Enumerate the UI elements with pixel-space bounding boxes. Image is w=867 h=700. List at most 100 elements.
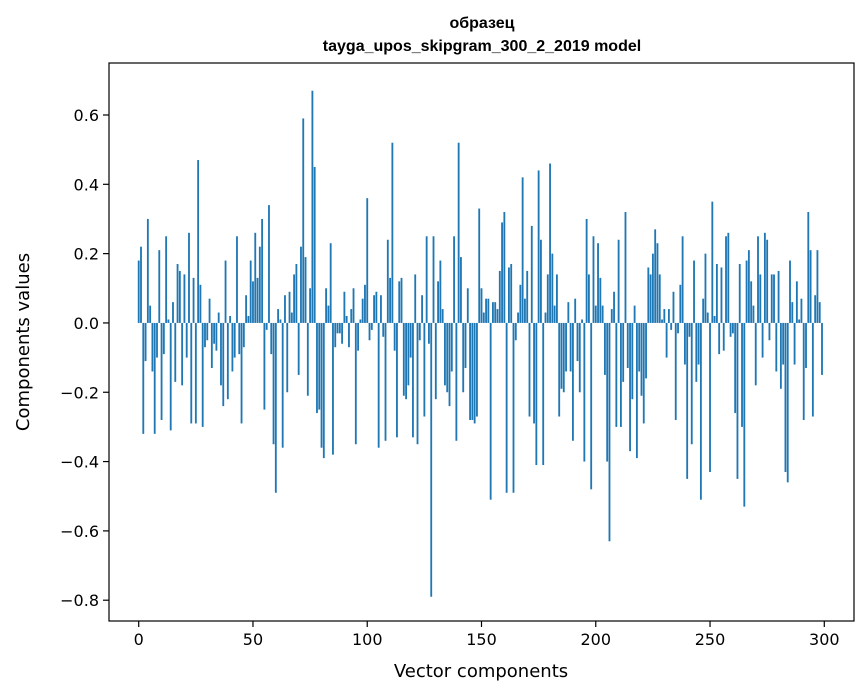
bar xyxy=(364,284,366,323)
bar xyxy=(249,260,252,323)
bar xyxy=(462,322,465,393)
bar xyxy=(526,270,529,323)
bar xyxy=(624,212,627,323)
bar xyxy=(661,319,663,323)
bar xyxy=(247,316,250,323)
bar xyxy=(274,322,277,493)
bar xyxy=(295,264,298,323)
bar xyxy=(670,322,673,330)
bar xyxy=(791,302,794,323)
bar xyxy=(549,163,551,323)
bar xyxy=(508,267,510,323)
bar xyxy=(226,322,229,400)
bar xyxy=(658,274,661,323)
bar xyxy=(784,322,787,472)
bar xyxy=(674,322,677,420)
bar xyxy=(416,322,419,445)
bar xyxy=(204,322,206,348)
bar xyxy=(487,298,490,323)
bar xyxy=(261,218,264,323)
bar xyxy=(181,322,184,386)
bar xyxy=(619,322,622,427)
bar xyxy=(750,281,753,323)
bar xyxy=(709,322,711,472)
bar xyxy=(453,236,455,323)
bar xyxy=(631,322,634,400)
bar xyxy=(556,274,558,323)
bar xyxy=(711,201,714,323)
bar xyxy=(288,291,291,323)
bar xyxy=(192,277,195,323)
bar xyxy=(535,322,538,466)
bar xyxy=(489,322,492,500)
bar xyxy=(645,322,647,379)
bar xyxy=(334,322,337,348)
bar xyxy=(268,205,270,323)
bar xyxy=(373,295,376,323)
bar xyxy=(816,250,819,323)
bar xyxy=(667,309,670,323)
bar xyxy=(160,322,163,420)
bar xyxy=(626,322,629,368)
bar xyxy=(158,250,161,323)
bar xyxy=(256,277,259,323)
bar xyxy=(603,322,606,375)
bar xyxy=(699,322,702,500)
bar xyxy=(779,322,782,389)
bar xyxy=(773,274,775,323)
bar xyxy=(396,322,398,438)
bar xyxy=(405,322,407,400)
bar xyxy=(304,257,307,323)
bar xyxy=(514,322,517,341)
bar xyxy=(725,236,727,323)
bar xyxy=(208,298,211,323)
bar xyxy=(562,322,565,393)
bar xyxy=(763,232,766,323)
bar xyxy=(679,284,682,323)
bar xyxy=(578,322,581,393)
bar xyxy=(558,322,561,417)
bar xyxy=(286,322,289,393)
bar xyxy=(480,288,483,323)
y-tick-label: −0.2 xyxy=(60,383,99,402)
bar xyxy=(519,284,522,323)
bar xyxy=(183,274,186,323)
chart-subtitle: tayga_upos_skipgram_300_2_2019 model xyxy=(323,38,641,55)
bar xyxy=(439,260,442,323)
bar xyxy=(544,312,547,323)
bar xyxy=(821,322,823,375)
bar xyxy=(352,288,355,323)
bar xyxy=(818,302,821,323)
bar xyxy=(800,298,803,323)
bar xyxy=(231,322,234,372)
bar xyxy=(766,239,769,323)
bar xyxy=(617,239,620,323)
bar xyxy=(642,322,645,424)
bar xyxy=(517,312,519,323)
x-tick-label: 250 xyxy=(695,630,726,649)
bar xyxy=(153,322,156,434)
bar xyxy=(311,90,314,323)
bar xyxy=(768,322,771,341)
bar xyxy=(414,274,417,323)
bar xyxy=(327,305,330,323)
bar xyxy=(279,319,282,323)
bar xyxy=(389,277,391,323)
bar xyxy=(608,322,611,542)
bar xyxy=(343,291,346,323)
bar xyxy=(713,316,716,323)
bar xyxy=(478,208,481,323)
bar xyxy=(720,267,723,323)
bar xyxy=(546,274,549,323)
bar xyxy=(290,312,293,323)
bar xyxy=(613,291,615,323)
y-tick-label: −0.8 xyxy=(60,591,99,610)
bar xyxy=(391,142,394,323)
bar xyxy=(144,322,147,362)
bar xyxy=(254,232,257,323)
y-tick-label: −0.4 xyxy=(60,453,99,472)
bar xyxy=(697,322,700,365)
bar xyxy=(425,236,428,323)
bar xyxy=(361,298,364,323)
x-tick-label: 0 xyxy=(134,630,144,649)
